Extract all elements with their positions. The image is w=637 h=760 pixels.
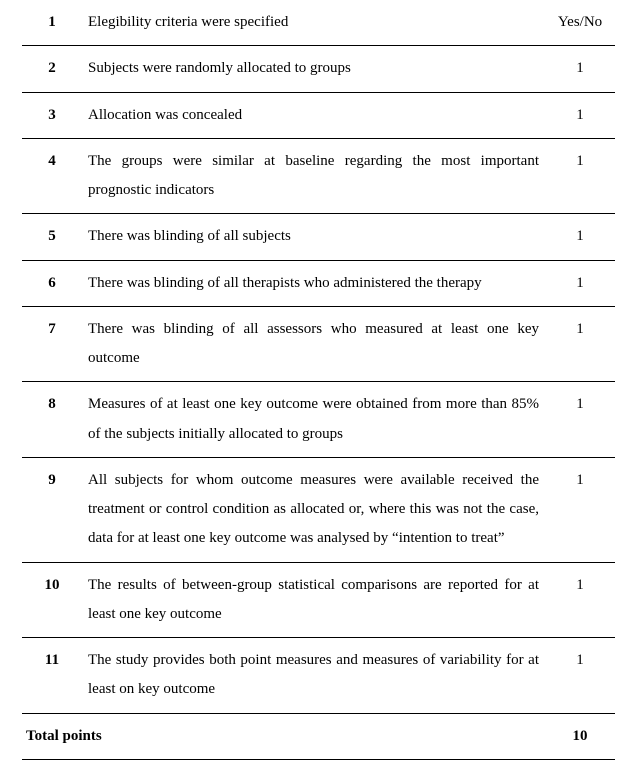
row-score: 1 [545,138,615,214]
total-row: Total points10 [22,713,615,759]
table-row: 2Subjects were randomly allocated to gro… [22,46,615,92]
row-description: There was blinding of all assessors who … [82,306,545,382]
total-label: Total points [22,713,545,759]
page: 1Elegibility criteria were specifiedYes/… [0,0,637,671]
row-number: 4 [22,138,82,214]
row-description: There was blinding of all therapists who… [82,260,545,306]
row-description: Elegibility criteria were specified [82,0,545,46]
table-row: 10The results of between-group statistic… [22,562,615,638]
pedro-scale-table: 1Elegibility criteria were specifiedYes/… [22,0,615,760]
row-number: 9 [22,457,82,562]
row-description: The groups were similar at baseline rega… [82,138,545,214]
table-row: 8Measures of at least one key outcome we… [22,382,615,458]
row-score: 1 [545,638,615,714]
row-score: 1 [545,92,615,138]
table-row: 7There was blinding of all assessors who… [22,306,615,382]
row-number: 8 [22,382,82,458]
row-description: Subjects were randomly allocated to grou… [82,46,545,92]
total-value: 10 [545,713,615,759]
row-description: Measures of at least one key outcome wer… [82,382,545,458]
row-score: 1 [545,306,615,382]
row-number: 7 [22,306,82,382]
row-number: 1 [22,0,82,46]
table-row: 11The study provides both point measures… [22,638,615,714]
row-description: All subjects for whom outcome measures w… [82,457,545,562]
table-row: 4The groups were similar at baseline reg… [22,138,615,214]
row-score: 1 [545,382,615,458]
row-score: 1 [545,562,615,638]
table-row: 6There was blinding of all therapists wh… [22,260,615,306]
row-number: 3 [22,92,82,138]
table-row: 1Elegibility criteria were specifiedYes/… [22,0,615,46]
row-description: The study provides both point measures a… [82,638,545,714]
row-score: 1 [545,457,615,562]
row-description: The results of between-group statistical… [82,562,545,638]
row-number: 5 [22,214,82,260]
row-number: 2 [22,46,82,92]
table-row: 9All subjects for whom outcome measures … [22,457,615,562]
row-score: 1 [545,46,615,92]
row-number: 10 [22,562,82,638]
row-score: 1 [545,260,615,306]
row-number: 6 [22,260,82,306]
row-number: 11 [22,638,82,714]
row-score: 1 [545,214,615,260]
row-description: There was blinding of all subjects [82,214,545,260]
table-row: 3Allocation was concealed1 [22,92,615,138]
row-score: Yes/No [545,0,615,46]
row-description: Allocation was concealed [82,92,545,138]
table-row: 5There was blinding of all subjects1 [22,214,615,260]
